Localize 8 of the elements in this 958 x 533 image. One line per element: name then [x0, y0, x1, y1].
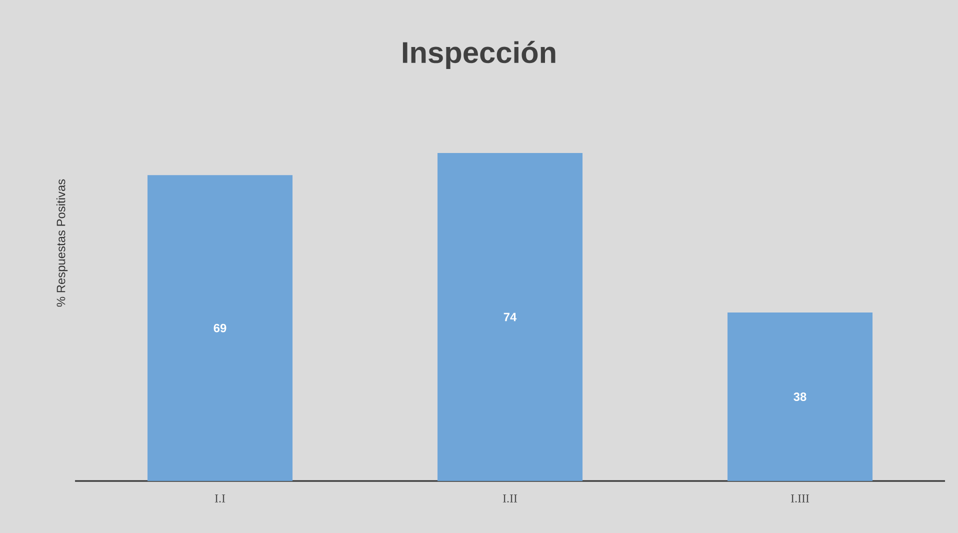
x-tick-label: I.III	[790, 494, 810, 503]
data-label: 74	[504, 312, 517, 322]
chart-title: Inspección	[402, 40, 556, 70]
x-tick-label: I.II	[502, 494, 518, 503]
x-tick-label: I.I	[214, 494, 226, 503]
data-label: 38	[794, 392, 806, 402]
data-label: 69	[214, 324, 226, 332]
y-axis-title: % Respuestas Positivas	[56, 179, 68, 307]
